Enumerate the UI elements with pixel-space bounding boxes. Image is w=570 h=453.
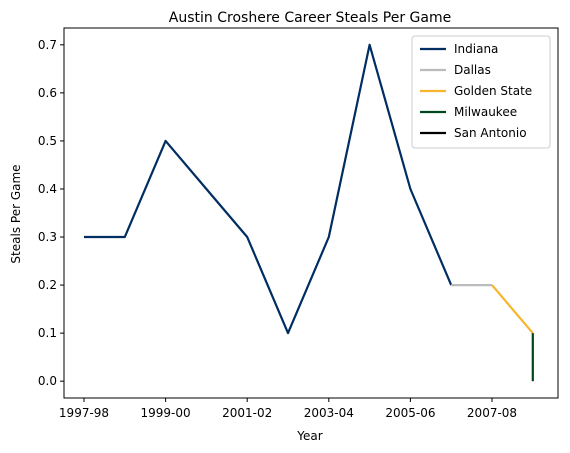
x-tick-label: 2001-02 — [222, 406, 272, 420]
chart-title: Austin Croshere Career Steals Per Game — [169, 10, 451, 26]
plot-lines — [84, 43, 534, 382]
y-tick-label: 0.3 — [38, 230, 57, 244]
x-tick-label: 2007-08 — [467, 406, 517, 420]
legend-label-dallas: Dallas — [454, 63, 491, 77]
x-tick-label: 1997-98 — [59, 406, 109, 420]
y-tick-label: 0.1 — [38, 326, 57, 340]
y-axis-title: Steals Per Game — [9, 164, 23, 263]
x-axis: 1997-98 1999-00 2001-02 2003-04 2005-06 2007-… — [59, 398, 517, 420]
plot-frame — [63, 27, 559, 399]
y-tick-label: 0.2 — [38, 278, 57, 292]
x-tick-label: 1999-00 — [141, 406, 191, 420]
x-tick-label: 2003-04 — [304, 406, 354, 420]
x-axis-title: Year — [296, 429, 322, 443]
series-line-indiana — [84, 43, 453, 335]
legend-label-milwaukee: Milwaukee — [454, 105, 517, 119]
y-tick-label: 0.5 — [38, 134, 57, 148]
y-tick-label: 0.7 — [38, 38, 57, 52]
legend-label-golden-state: Golden State — [454, 84, 532, 98]
series-line-golden-state — [491, 284, 534, 334]
legend-label-san-antonio: San Antonio — [454, 126, 527, 140]
legend-label-indiana: Indiana — [454, 42, 498, 56]
legend: Indiana Dallas Golden State Milwaukee San An… — [411, 35, 551, 149]
legend-box — [411, 35, 551, 149]
y-tick-label: 0.4 — [38, 182, 57, 196]
y-axis: 0.0 0.1 0.2 0.3 0.4 0.5 0.6 0.7 — [38, 38, 64, 388]
y-tick-label: 0.6 — [38, 86, 57, 100]
y-tick-label: 0.0 — [38, 374, 57, 388]
x-tick-label: 2005-06 — [385, 406, 435, 420]
